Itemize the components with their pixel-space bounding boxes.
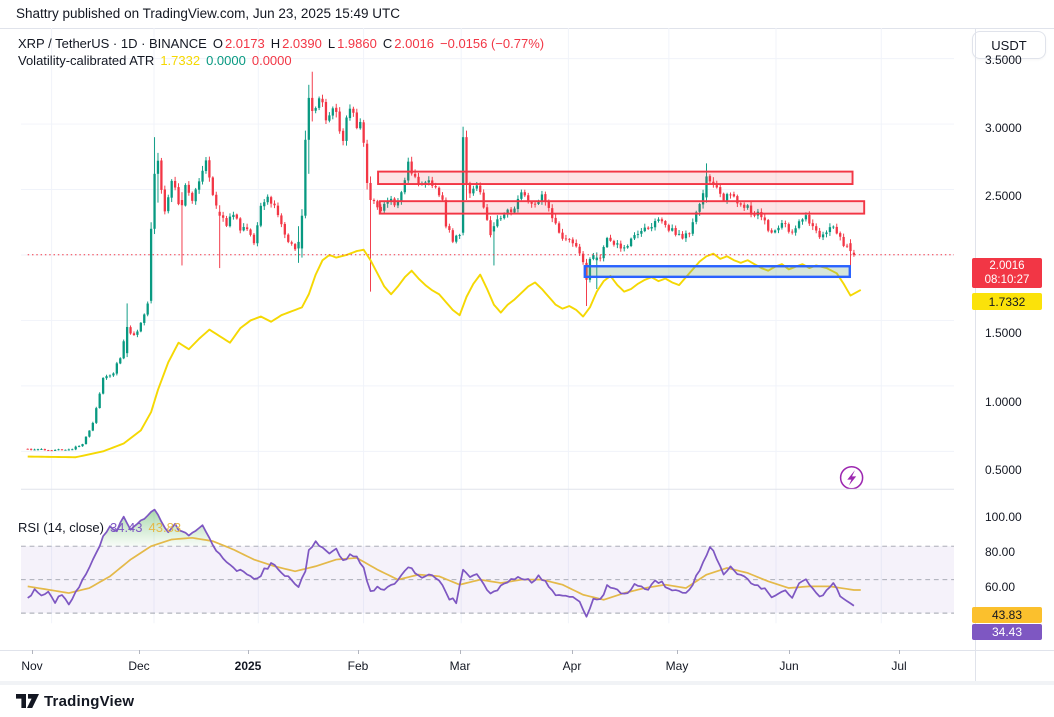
footer-divider (0, 681, 1054, 685)
time-axis-label: Dec (128, 659, 150, 673)
price-axis-label: 1.0000 (985, 394, 1022, 409)
time-axis-label: Jul (891, 659, 907, 673)
supply-zone-upper[interactable] (377, 170, 854, 185)
rsi-axis-label: 80.00 (985, 544, 1016, 559)
last-price-badge: 2.0016 08:10:27 (972, 258, 1042, 288)
rsi-badge: 34.43 (972, 623, 1042, 640)
time-axis-label: Mar (449, 659, 471, 673)
tradingview-logo-text[interactable]: TradingView (44, 693, 135, 710)
price-axis-label: 2.5000 (985, 189, 1022, 204)
rsi-line (27, 508, 855, 618)
last-price-value: 2.0016 (989, 260, 1025, 272)
time-axis-divider (0, 650, 1054, 651)
ohlc-open: O 2.0173 (212, 36, 265, 51)
attribution-text: Shattry published on TradingView.com, Ju… (16, 6, 400, 21)
price-change: −0.0156 (−0.77%) (440, 36, 545, 51)
time-axis-label: Nov (21, 659, 43, 673)
time-axis-label: Jun (779, 659, 799, 673)
atr-line (27, 248, 862, 459)
time-axis-label: 2025 (234, 659, 262, 673)
time-axis-label: Apr (562, 659, 582, 673)
chart-canvas[interactable] (0, 28, 975, 650)
supply-zone-lower[interactable] (378, 200, 866, 215)
bar-countdown: 08:10:27 (984, 274, 1030, 286)
ohlc-high: H 2.0390 (270, 36, 322, 51)
rsi-value: 34.43 (109, 520, 143, 535)
rsi-indicator-name[interactable]: RSI (14, close) (18, 520, 104, 535)
atr-value-2: 0.0000 (206, 53, 246, 68)
demand-zone[interactable] (583, 265, 851, 279)
rsi-axis-label: 100.00 (985, 509, 1022, 524)
currency-toggle-button[interactable]: USDT (972, 31, 1046, 59)
atr-value: 1.7332 (160, 53, 201, 68)
tradingview-logo-icon[interactable] (16, 694, 39, 709)
price-axis-label: 0.5000 (985, 462, 1022, 477)
time-axis-label: May (665, 659, 689, 673)
symbol-title[interactable]: XRP / TetherUS · 1D · BINANCE (18, 36, 207, 51)
price-axis-label: 3.0000 (985, 120, 1022, 135)
header-divider (0, 28, 1054, 29)
ohlc-close: C 2.0016 (382, 36, 435, 51)
rsi-indicator-legend[interactable]: RSI (14, close) 34.43 43.83 (18, 520, 181, 535)
atr-price-badge: 1.7332 (972, 293, 1042, 310)
atr-indicator-legend[interactable]: Volatility-calibrated ATR 1.7332 0.0000 … (18, 53, 292, 68)
rsi-overbought-fill (27, 509, 854, 547)
candlestick-series (26, 71, 856, 452)
atr-value-3: 0.0000 (251, 53, 292, 68)
rsi-axis-label: 60.00 (985, 579, 1016, 594)
atr-indicator-name[interactable]: Volatility-calibrated ATR (18, 53, 155, 68)
time-axis-label: Feb (347, 659, 369, 673)
price-axis-label: 1.5000 (985, 326, 1022, 341)
rsi-ma-badge: 43.83 (972, 607, 1042, 623)
rsi-ma-value: 43.83 (148, 520, 182, 535)
ohlc-low: L 1.9860 (327, 36, 377, 51)
flash-icon[interactable] (839, 465, 864, 490)
price-scale-divider (975, 28, 976, 681)
